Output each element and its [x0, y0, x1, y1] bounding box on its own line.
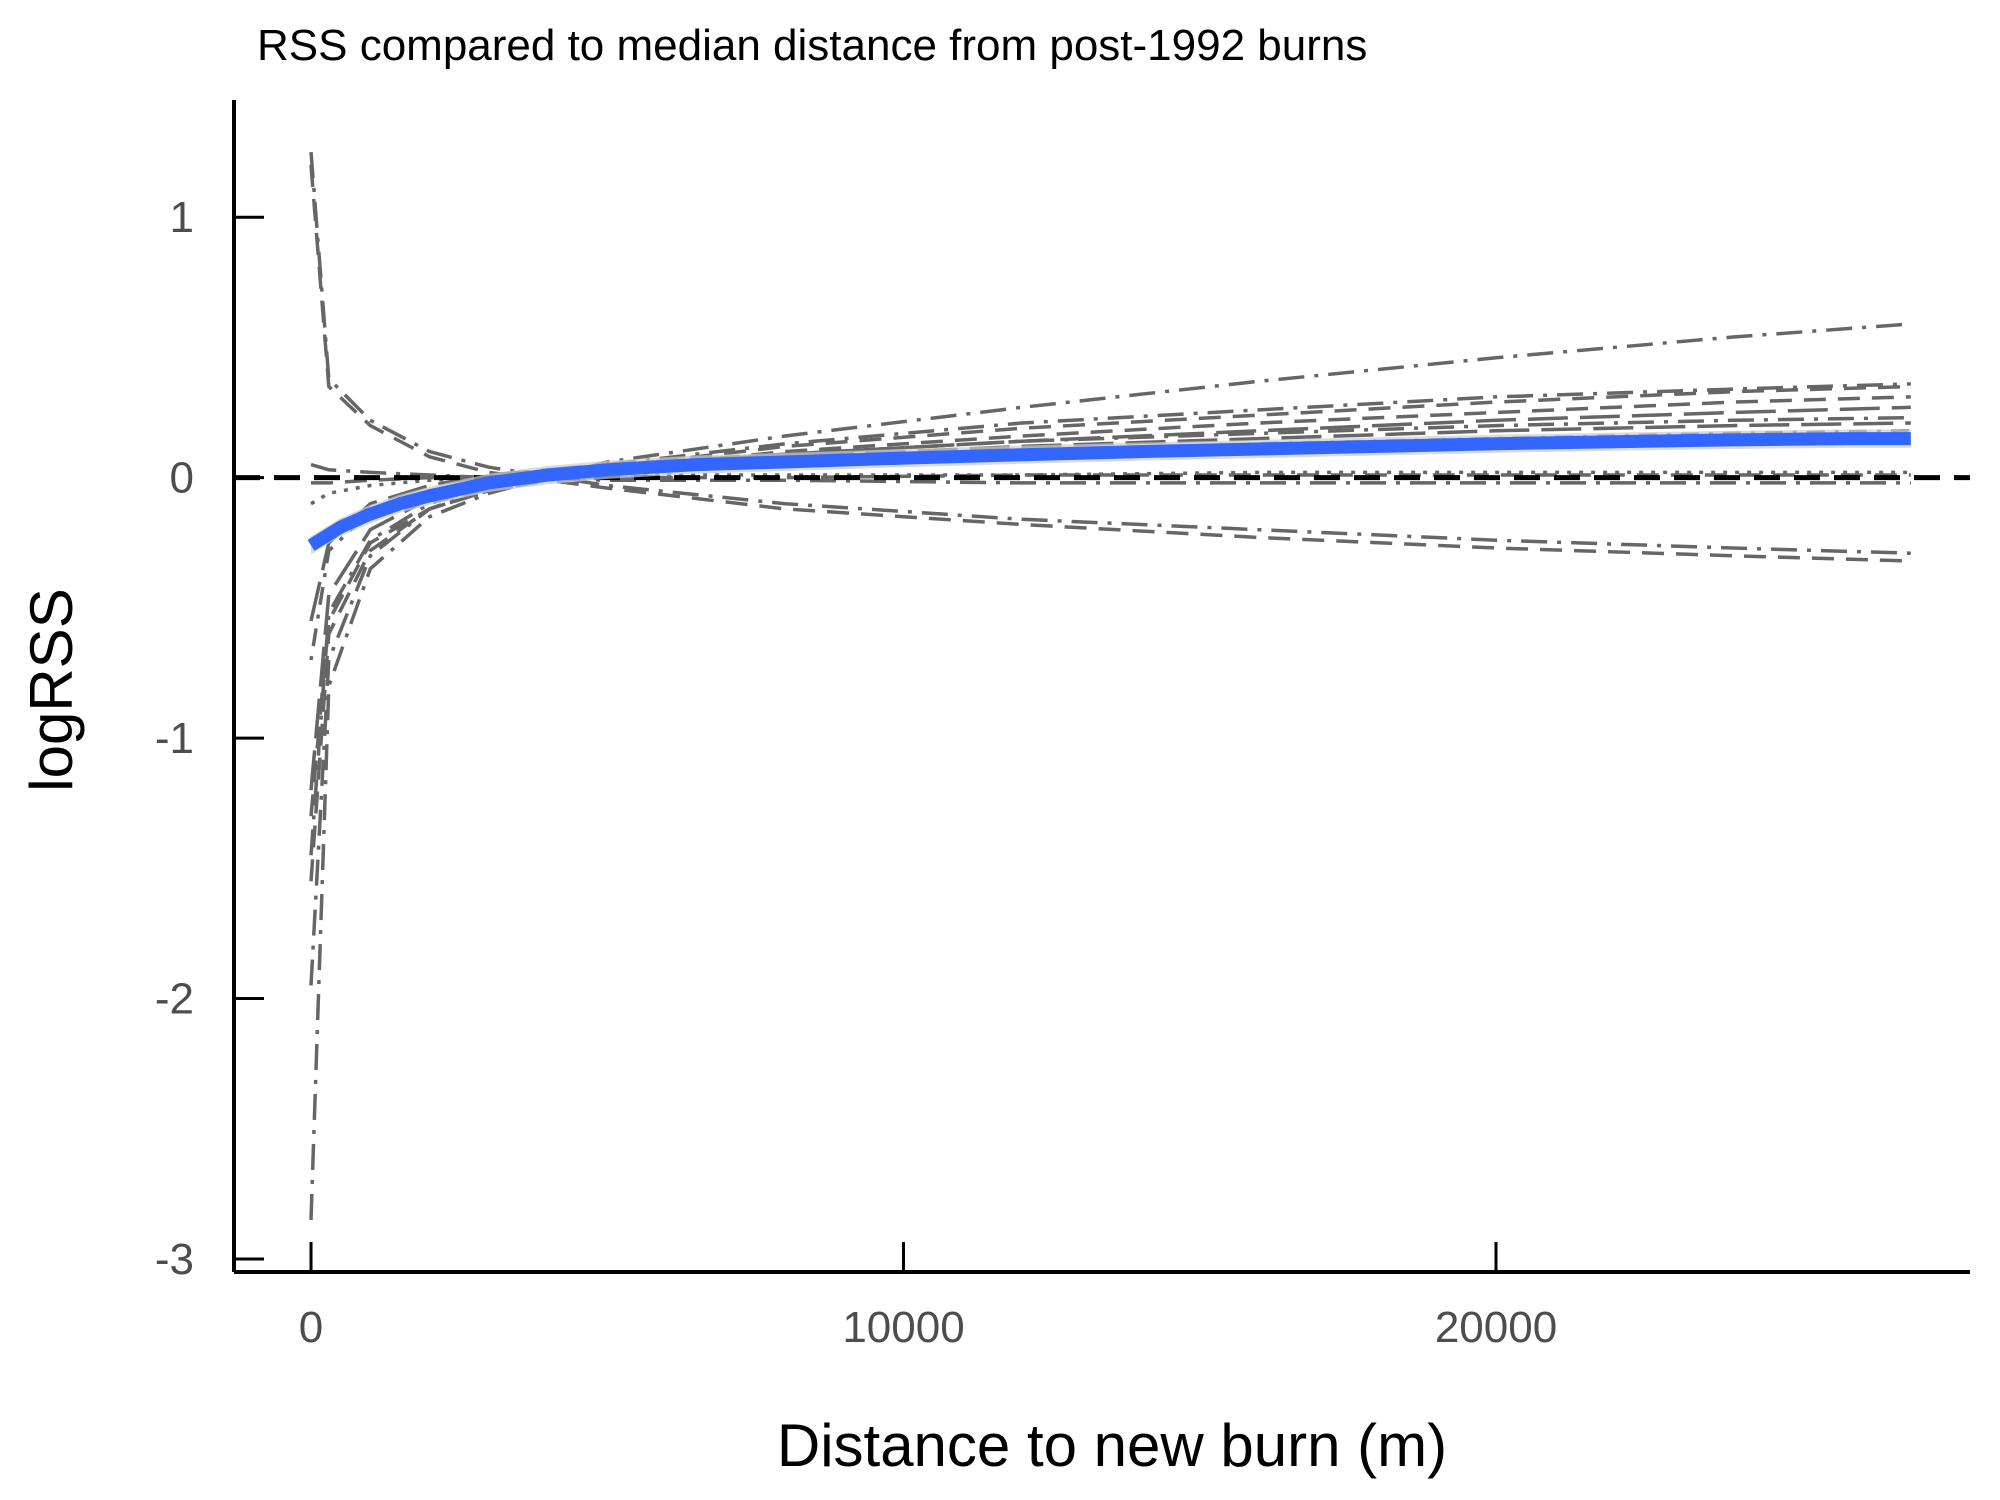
x-tick-label: 20000 — [1435, 1303, 1557, 1352]
mean-series-line — [307, 432, 1911, 551]
individual-series-line — [309, 151, 1911, 555]
y-axis-title: logRSS — [18, 588, 85, 791]
individual-series-line — [309, 164, 1911, 563]
x-axis-title: Distance to new burn (m) — [777, 1412, 1447, 1479]
y-tick-label: -1 — [155, 714, 194, 763]
individual-series-line — [309, 322, 1911, 1220]
y-tick-label: 1 — [170, 193, 194, 242]
individual-series-line — [310, 462, 1911, 485]
y-tick-label: -3 — [155, 1235, 194, 1284]
individual-series-line — [309, 382, 1911, 986]
chart-title: RSS compared to median distance from pos… — [257, 21, 1367, 70]
individual-series-line — [309, 429, 1911, 661]
y-axis-ticks: -3 -2 -1 0 1 — [155, 193, 264, 1284]
x-tick-label: 0 — [299, 1303, 323, 1352]
x-axis-ticks: 0 10000 20000 — [299, 1242, 1557, 1352]
y-tick-label: -2 — [155, 975, 194, 1024]
x-tick-label: 10000 — [842, 1303, 964, 1352]
y-tick-label: 0 — [170, 454, 194, 503]
